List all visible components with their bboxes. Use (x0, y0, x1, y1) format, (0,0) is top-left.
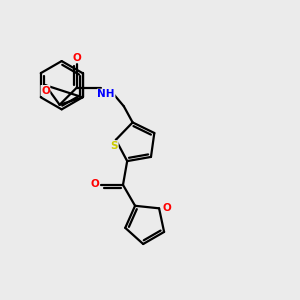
Text: O: O (72, 52, 81, 63)
Text: O: O (163, 203, 172, 213)
Text: O: O (90, 179, 99, 189)
Text: O: O (41, 85, 50, 95)
Text: S: S (111, 141, 118, 151)
Text: NH: NH (98, 89, 115, 99)
